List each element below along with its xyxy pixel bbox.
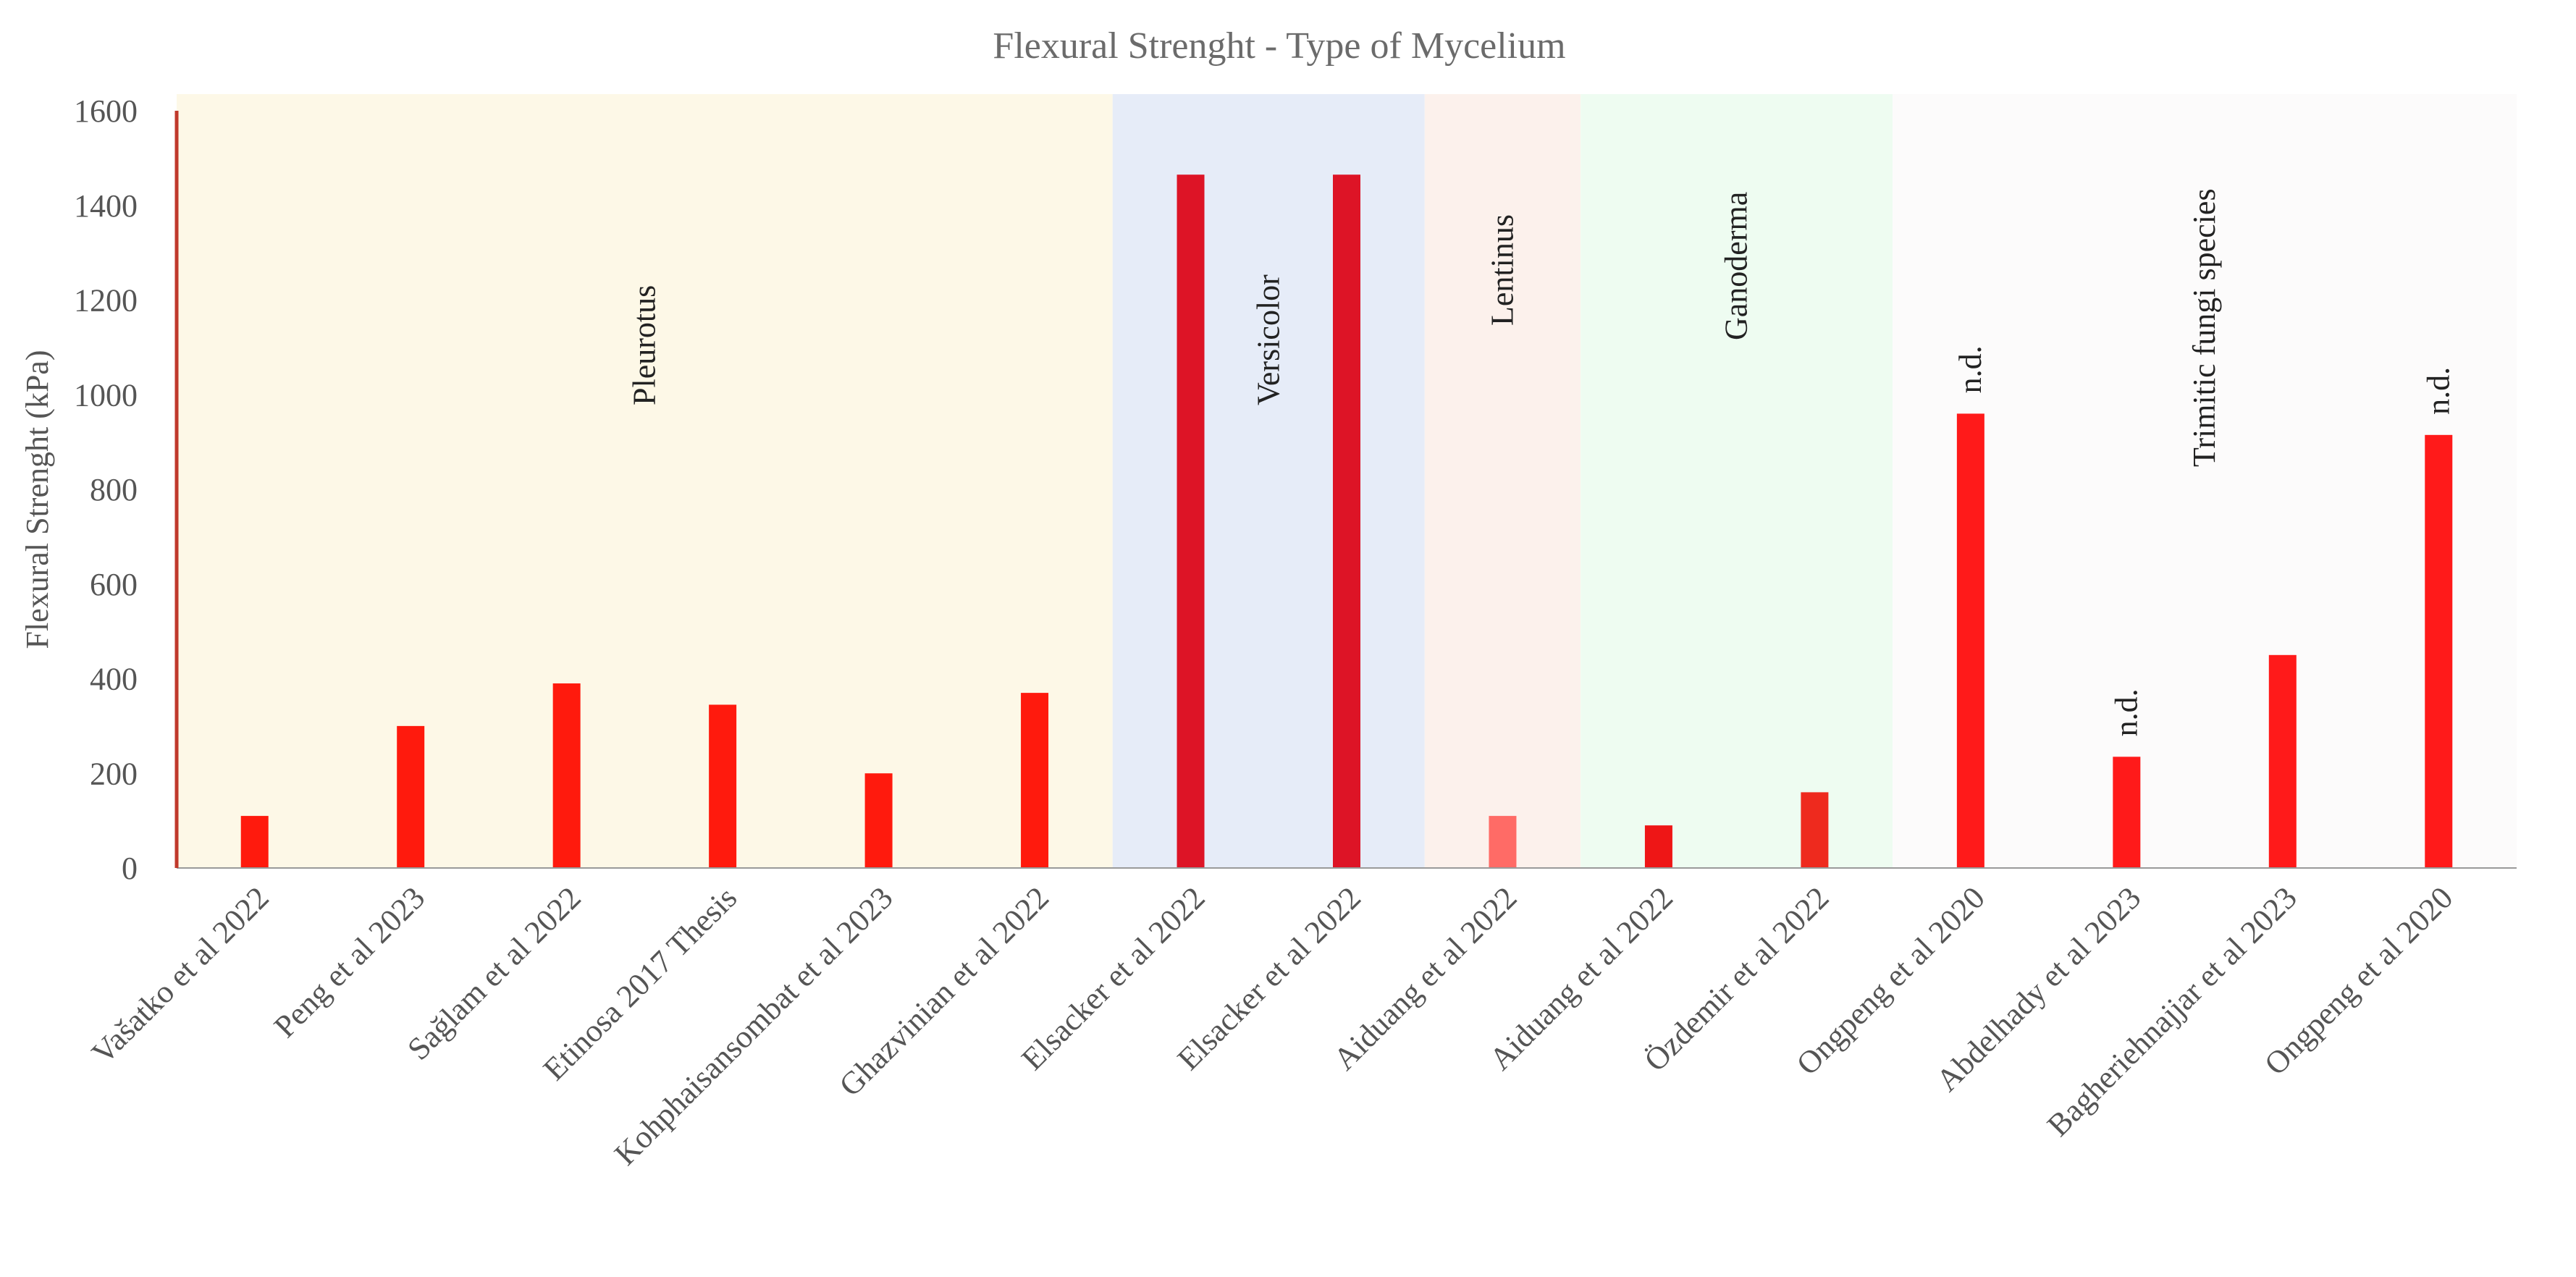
group-band [177,94,1113,868]
bar [1644,825,1672,868]
bar [1333,174,1360,869]
bar [864,773,893,868]
group-label: Trimitic fungi species [2186,188,2222,467]
y-axis-label: Flexural Strenght (kPa) [20,350,55,649]
y-tick-label: 1600 [74,93,138,129]
y-tick-label: 1000 [74,377,138,413]
x-tick-label: Bagheriehnajjar et al 2023 [2040,880,2304,1143]
bar [397,725,425,868]
y-tick-label: 200 [90,756,138,791]
group-bands [177,94,2517,868]
x-tick-label: Vašatko et al 2022 [85,880,276,1071]
group-label: Lentinus [1484,214,1520,326]
group-band [1424,94,1581,868]
group-band [1893,94,2517,868]
bar [1801,792,1829,868]
x-tick-label: Peng et al 2023 [267,880,432,1044]
bar [2425,434,2453,868]
y-tick-label: 600 [90,567,138,602]
y-tick-label: 1200 [74,283,138,319]
group-band [1580,94,1893,868]
bar [709,704,737,868]
y-tick-label: 1400 [74,188,138,224]
bar [1177,174,1205,869]
chart-title: Flexural Strenght - Type of Mycelium [993,25,1565,67]
bar [1021,693,1049,868]
bar [1489,816,1517,868]
group-label: Ganoderma [1719,192,1754,340]
bar [240,816,269,868]
bar [552,683,581,868]
x-tick-label: Kohphaisansombat et al 2023 [607,880,900,1172]
y-tick-label: 800 [90,472,138,507]
bar-label: n.d. [2420,367,2456,415]
bar [1956,413,1984,868]
bar [2113,756,2141,868]
group-label: Versicolor [1250,274,1286,405]
group-band [1112,94,1425,868]
bar [2268,654,2297,868]
group-label: Pleurotus [626,285,662,405]
bar-label: n.d. [2108,688,2144,736]
y-tick-label: 0 [122,851,138,886]
bars [240,174,2453,869]
bar-label: n.d. [1953,345,1988,393]
y-tick-label: 400 [90,662,138,697]
